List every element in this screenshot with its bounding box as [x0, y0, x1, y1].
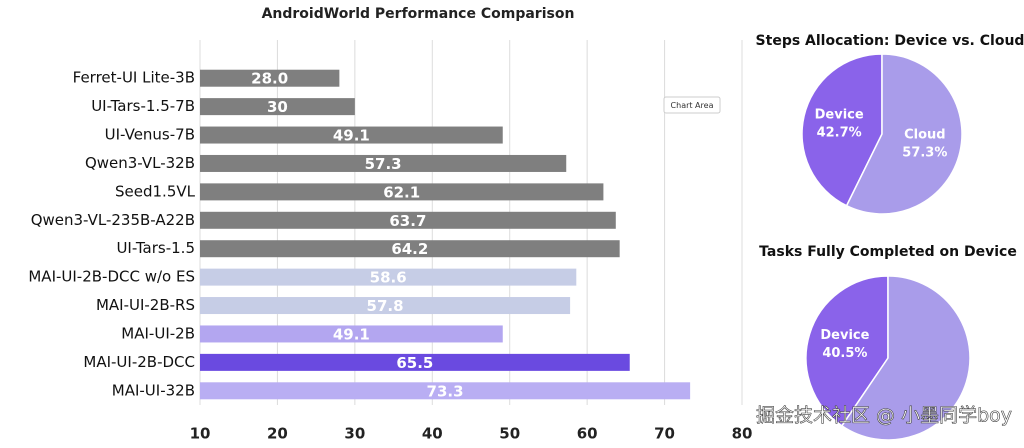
chart-title: AndroidWorld Performance Comparison [262, 6, 575, 22]
value-label: 62.1 [383, 183, 420, 201]
bar [200, 183, 604, 201]
pie-title: Tasks Fully Completed on Device [759, 244, 1017, 260]
x-tick-label: 40 [422, 425, 443, 443]
value-label: 64.2 [391, 240, 428, 258]
y-tick-label: MAI-UI-2B-DCC w/o ES [28, 268, 195, 286]
y-tick-label: Qwen3-VL-32B [85, 154, 195, 172]
value-label: 49.1 [333, 325, 370, 343]
slice-label: Cloud [904, 128, 946, 143]
value-label: 65.5 [396, 354, 433, 372]
x-tick-label: 50 [499, 425, 520, 443]
pie-slice [840, 275, 971, 441]
pie-title: Steps Allocation: Device vs. Cloud [756, 33, 1024, 49]
x-tick-label: 30 [344, 425, 365, 443]
value-label: 49.1 [333, 127, 370, 145]
value-label: 28.0 [251, 70, 288, 88]
x-tick-label: 80 [732, 425, 753, 443]
slice-label: Device [815, 107, 864, 122]
bar [200, 297, 571, 315]
value-label: 42.7% [817, 125, 862, 140]
y-tick-label: Ferret-UI Lite-3B [73, 69, 195, 87]
value-label: 73.3 [427, 382, 464, 400]
y-tick-label: UI-Venus-7B [105, 126, 195, 144]
pie-slice [801, 53, 883, 207]
watermark: 掘金技术社区 @ 小墨同学boy [756, 405, 1012, 427]
y-tick-label: MAI-UI-2B [121, 324, 195, 342]
pie-slice [845, 53, 963, 215]
bar [200, 268, 577, 286]
value-label: 63.7 [389, 212, 426, 230]
tooltip: Chart Area [663, 96, 721, 114]
pie-slice [805, 275, 889, 427]
x-tick-label: 20 [267, 425, 288, 443]
y-tick-label: UI-Tars-1.5-7B [91, 97, 195, 115]
x-tick-label: 60 [577, 425, 598, 443]
tooltip-text: Chart Area [671, 101, 714, 110]
bar [200, 325, 503, 343]
x-tick-label: 10 [190, 425, 211, 443]
value-label: 40.5% [822, 346, 867, 361]
bar [200, 69, 340, 87]
bar [200, 126, 503, 144]
bar [200, 353, 630, 371]
value-label: 57.3% [902, 146, 947, 161]
value-label: 58.6 [370, 269, 407, 287]
x-tick-label: 70 [654, 425, 675, 443]
y-tick-label: MAI-UI-32B [112, 381, 195, 399]
y-tick-label: Seed1.5VL [115, 182, 196, 200]
value-label: 57.8 [367, 297, 404, 315]
value-label: 57.3 [365, 155, 402, 173]
tooltip-box [663, 96, 721, 114]
y-tick-label: UI-Tars-1.5 [116, 239, 195, 257]
y-tick-label: MAI-UI-2B-DCC [83, 353, 195, 371]
bar [200, 98, 355, 116]
bar [200, 211, 616, 229]
slice-label: Device [820, 328, 869, 343]
y-tick-label: Qwen3-VL-235B-A22B [31, 211, 195, 229]
bar [200, 382, 691, 400]
bar [200, 240, 620, 258]
bar [200, 154, 567, 172]
y-tick-label: MAI-UI-2B-RS [96, 296, 195, 314]
value-label: 30 [267, 98, 288, 116]
